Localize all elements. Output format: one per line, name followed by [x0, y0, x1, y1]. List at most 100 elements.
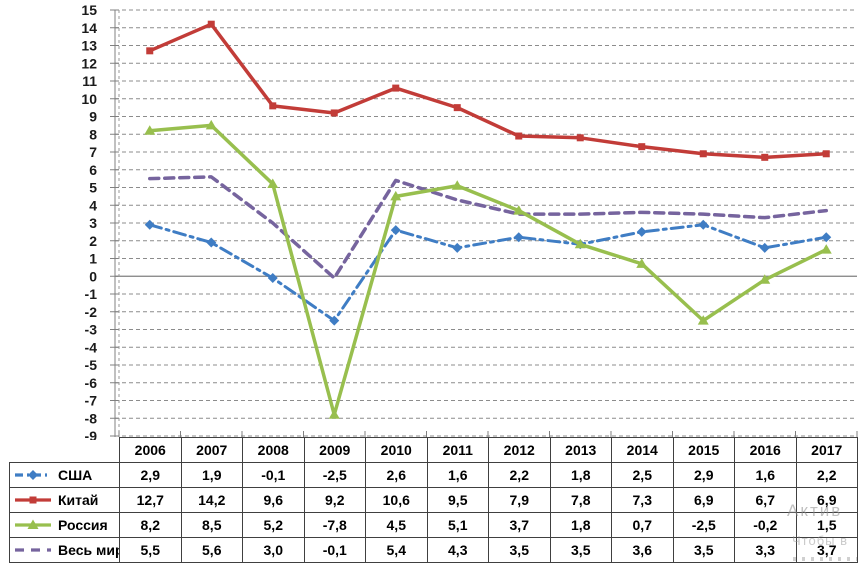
y-tick-label: -9 — [85, 428, 98, 440]
value-cell: 4,3 — [426, 537, 489, 563]
series-label: США — [58, 467, 93, 483]
legend-cell: Россия — [9, 512, 120, 538]
legend-cell: США — [9, 462, 120, 488]
series-label: Весь мир — [58, 542, 120, 558]
value-cell: 2,9 — [119, 462, 182, 488]
y-tick-label: -6 — [85, 375, 98, 391]
legend-swatch-весь-мир — [15, 548, 51, 552]
year-header: 2008 — [242, 437, 305, 463]
value-cell: 6,7 — [734, 487, 797, 513]
y-tick-label: 13 — [81, 38, 97, 54]
gridlines — [110, 9, 857, 437]
value-cell: 3,7 — [488, 512, 551, 538]
value-cell: 8,5 — [180, 512, 243, 538]
y-tick-label: -5 — [85, 357, 98, 373]
value-cell: 2,5 — [611, 462, 674, 488]
table-row: Россия 8,2 8,5 5,2 -7,8 4,5 5,1 3,7 1,8 0,7 -2,5 -0… — [9, 512, 858, 538]
legend-swatch-сша — [15, 470, 51, 480]
legend-swatch-россия — [15, 519, 51, 529]
value-cell: 3,3 — [734, 537, 797, 563]
y-tick-label: -3 — [85, 322, 98, 338]
value-cell: 3,0 — [242, 537, 305, 563]
series-весь-мир — [148, 175, 828, 280]
y-tick-label: -7 — [85, 393, 98, 409]
legend-cell: Китай — [9, 487, 120, 513]
year-header: 2013 — [549, 437, 612, 463]
value-cell: 3,5 — [672, 537, 735, 563]
legend-swatch-китай — [15, 496, 51, 504]
value-cell: 5,1 — [426, 512, 489, 538]
value-cell: 5,6 — [180, 537, 243, 563]
y-tick-label: -4 — [85, 339, 98, 355]
year-header: 2007 — [180, 437, 243, 463]
value-cell: 9,2 — [303, 487, 366, 513]
value-cell: -0,1 — [242, 462, 305, 488]
value-cell: 10,6 — [365, 487, 428, 513]
value-cell: 12,7 — [119, 487, 182, 513]
year-header: 2014 — [611, 437, 674, 463]
y-tick-label: 1 — [89, 251, 97, 267]
value-cell: 2,6 — [365, 462, 428, 488]
value-cell: 2,2 — [795, 462, 858, 488]
y-tick-label: 14 — [81, 20, 97, 36]
value-cell: 7,8 — [549, 487, 612, 513]
value-cell: 4,5 — [365, 512, 428, 538]
value-cell: 6,9 — [795, 487, 858, 513]
y-tick-label: 8 — [89, 126, 97, 142]
value-cell: 2,9 — [672, 462, 735, 488]
value-cell: -0,2 — [734, 512, 797, 538]
value-cell: 8,2 — [119, 512, 182, 538]
value-cell: 7,9 — [488, 487, 551, 513]
value-cell: 5,4 — [365, 537, 428, 563]
year-header: 2011 — [426, 437, 489, 463]
y-tick-label: 10 — [81, 91, 97, 107]
y-tick-label: -2 — [85, 304, 98, 320]
value-cell: 2,2 — [488, 462, 551, 488]
value-cell: 5,5 — [119, 537, 182, 563]
y-tick-label: 12 — [81, 55, 97, 71]
y-tick-label: 15 — [81, 2, 97, 18]
value-cell: 7,3 — [611, 487, 674, 513]
value-cell: -2,5 — [672, 512, 735, 538]
y-tick-label: 4 — [89, 197, 97, 213]
y-tick-label: 2 — [89, 233, 97, 249]
value-cell: -7,8 — [303, 512, 366, 538]
value-cell: 1,6 — [734, 462, 797, 488]
y-tick-label: 9 — [89, 109, 97, 125]
y-tick-label: 5 — [89, 180, 97, 196]
value-cell: 1,8 — [549, 512, 612, 538]
year-header: 2006 — [119, 437, 182, 463]
value-cell: 3,6 — [611, 537, 674, 563]
value-cell: 1,6 — [426, 462, 489, 488]
y-tick-label: -8 — [85, 410, 98, 426]
year-header: 2016 — [734, 437, 797, 463]
series-китай — [146, 20, 830, 161]
year-header: 2012 — [488, 437, 551, 463]
value-cell: 0,7 — [611, 512, 674, 538]
value-cell: 1,9 — [180, 462, 243, 488]
value-cell: 1,5 — [795, 512, 858, 538]
y-tick-label: 7 — [89, 144, 97, 160]
table-row: США 2,9 1,9 -0,1 -2,5 2,6 1,6 2,2 1,8 2,5 2,9 1,6 2,… — [9, 462, 858, 488]
value-cell: 6,9 — [672, 487, 735, 513]
y-tick-label: -1 — [85, 286, 98, 302]
value-cell: 14,2 — [180, 487, 243, 513]
table-row: Весь мир 5,5 5,6 3,0 -0,1 5,4 4,3 3,5 3,5 3,6 3,5 3… — [9, 537, 858, 563]
data-table: 2006 2007 2008 2009 2010 2011 2012 2013 2014 2015… — [9, 437, 858, 563]
value-cell: -0,1 — [303, 537, 366, 563]
legend-cell: Весь мир — [9, 537, 120, 563]
y-tick-label: 0 — [89, 268, 97, 284]
value-cell: 5,2 — [242, 512, 305, 538]
value-cell: 3,7 — [795, 537, 858, 563]
year-header: 2009 — [303, 437, 366, 463]
series-сша — [144, 219, 832, 326]
series-россия — [144, 119, 832, 419]
value-cell: 9,6 — [242, 487, 305, 513]
value-cell: 3,5 — [488, 537, 551, 563]
series-label: Россия — [58, 517, 108, 533]
table-corner-cell — [9, 437, 120, 463]
series-label: Китай — [58, 492, 99, 508]
